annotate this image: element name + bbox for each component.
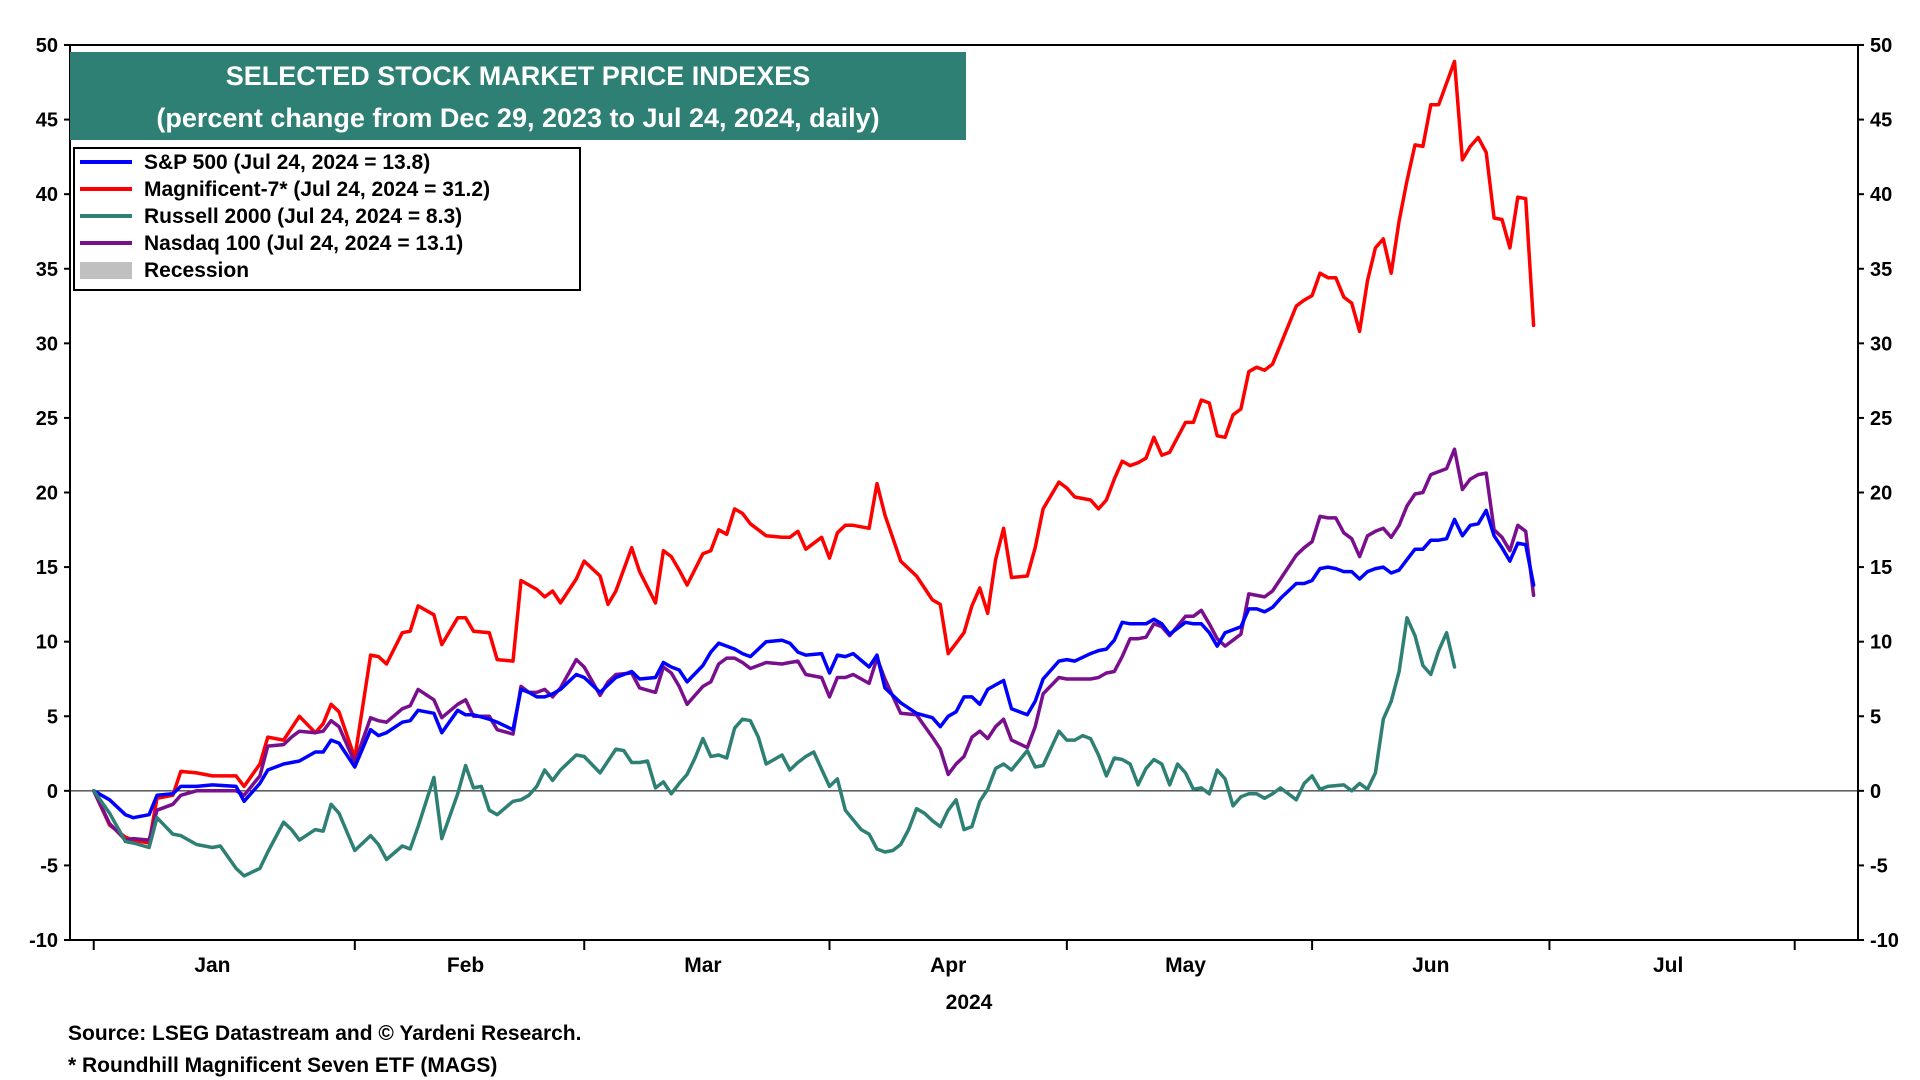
y-tick-label-right: 10	[1870, 632, 1892, 654]
legend-label: Magnificent-7* (Jul 24, 2024 = 31.2)	[144, 178, 490, 201]
y-tick-label-left: 30	[36, 333, 58, 355]
y-tick-label-left: -10	[29, 930, 58, 952]
legend-label: Russell 2000 (Jul 24, 2024 = 8.3)	[144, 205, 462, 228]
year-label: 2024	[946, 991, 993, 1014]
y-tick-label-left: 20	[36, 483, 58, 505]
y-tick-label-left: 40	[36, 184, 58, 206]
y-tick-label-right: 25	[1870, 408, 1892, 430]
y-tick-label-left: 10	[36, 632, 58, 654]
y-tick-label-right: 50	[1870, 35, 1892, 57]
series-magnificent-7-line	[91, 59, 1536, 845]
y-tick-label-right: 30	[1870, 333, 1892, 355]
y-tick-label-left: 45	[36, 110, 58, 132]
legend-swatch-recession	[80, 262, 132, 279]
chart-subtitle: (percent change from Dec 29, 2023 to Jul…	[156, 103, 879, 133]
y-tick-label-right: 45	[1870, 110, 1892, 132]
legend-items: S&P 500 (Jul 24, 2024 = 13.8) Magnificent…	[80, 151, 490, 282]
legend-label: Recession	[144, 259, 249, 282]
series-russell-2000-line	[91, 616, 1457, 878]
legend-label: S&P 500 (Jul 24, 2024 = 13.8)	[144, 151, 430, 174]
series-layer	[91, 59, 1536, 878]
x-month-label: Jul	[1653, 954, 1683, 977]
x-month-label: Mar	[684, 954, 721, 977]
x-month-label: May	[1165, 954, 1206, 977]
series-s-p-500-line	[91, 508, 1536, 820]
y-tick-label-right: 0	[1870, 781, 1881, 803]
chart-title: SELECTED STOCK MARKET PRICE INDEXES	[226, 61, 811, 91]
title-box	[70, 52, 966, 140]
y-tick-label-left: 0	[47, 781, 58, 803]
y-tick-label-right: 5	[1870, 706, 1881, 728]
legend	[73, 147, 581, 291]
y-tick-label-left: 5	[47, 706, 58, 728]
plot-frame	[69, 44, 1859, 941]
y-tick-label-left: 25	[36, 408, 58, 430]
y-tick-label-right: 20	[1870, 483, 1892, 505]
y-tick-label-right: -5	[1870, 855, 1888, 877]
source-note: Source: LSEG Datastream and © Yardeni Re…	[68, 1022, 581, 1045]
y-tick-label-right: 40	[1870, 184, 1892, 206]
y-tick-label-left: 35	[36, 259, 58, 281]
x-month-label: Apr	[930, 954, 966, 977]
y-tick-label-left: 15	[36, 557, 58, 579]
y-tick-label-left: -5	[40, 855, 58, 877]
x-month-label: Jan	[194, 954, 230, 977]
legend-label: Nasdaq 100 (Jul 24, 2024 = 13.1)	[144, 232, 463, 255]
y-tick-label-left: 50	[36, 35, 58, 57]
y-tick-label-right: 35	[1870, 259, 1892, 281]
x-month-label: Jun	[1412, 954, 1449, 977]
y-tick-label-right: 15	[1870, 557, 1892, 579]
x-month-label: Feb	[447, 954, 484, 977]
x-axis: Jan Feb Mar Apr May Jun Jul	[92, 940, 1796, 977]
mags-footnote: * Roundhill Magnificent Seven ETF (MAGS)	[68, 1054, 497, 1077]
y-tick-label-right: -10	[1870, 930, 1899, 952]
